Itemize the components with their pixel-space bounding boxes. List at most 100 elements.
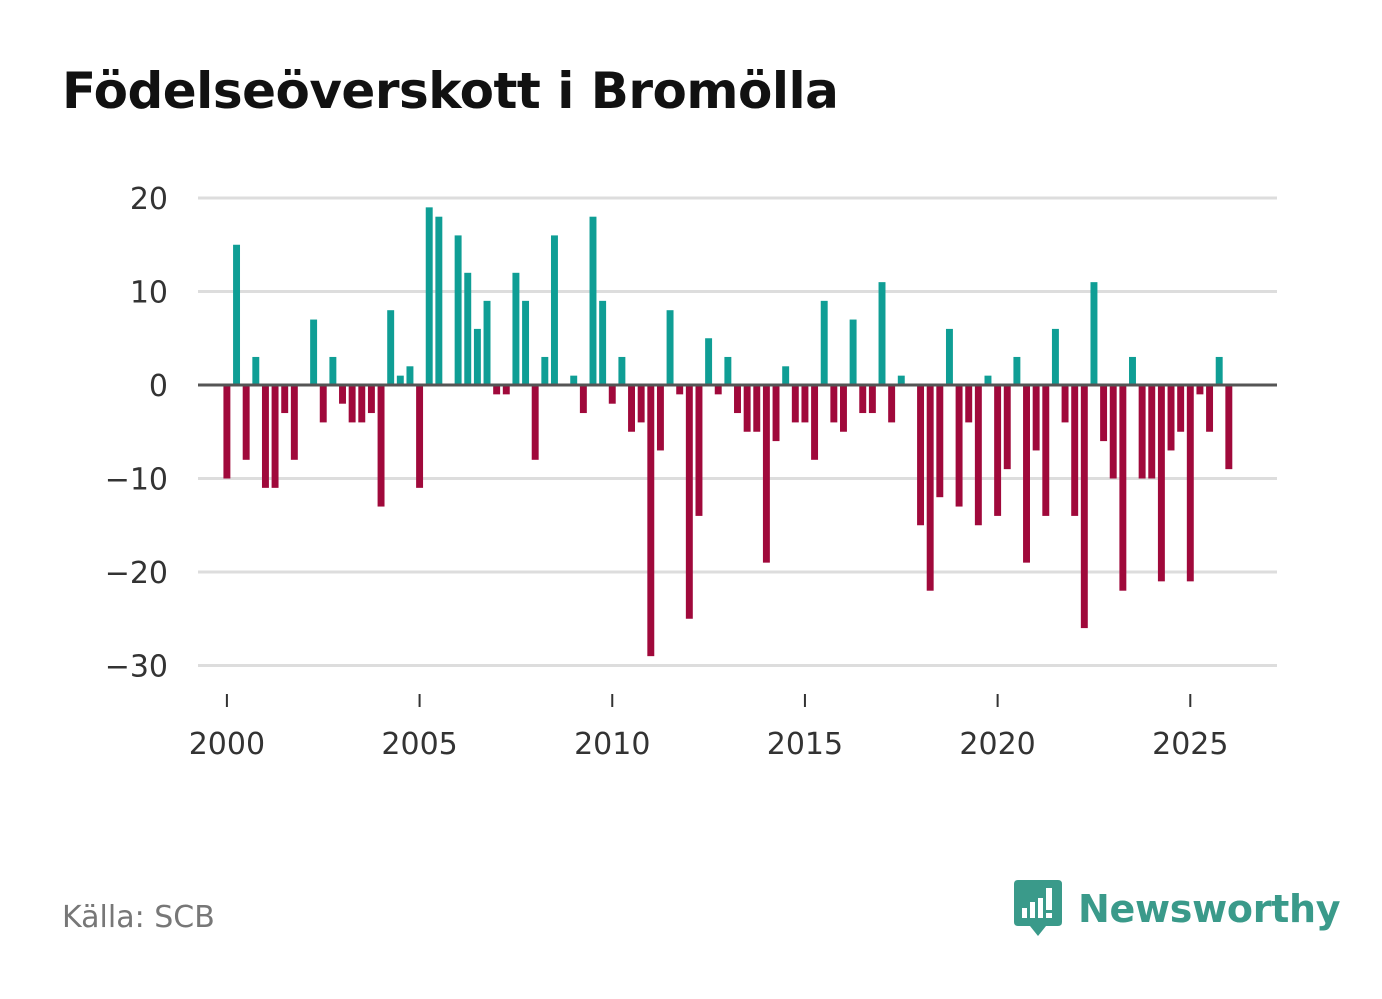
- bar: [1023, 385, 1030, 563]
- bar: [666, 310, 674, 385]
- bar: [358, 385, 366, 423]
- bar: [926, 385, 934, 591]
- bar: [734, 385, 741, 414]
- bar: [868, 385, 876, 414]
- bar: [628, 385, 635, 432]
- bar: [801, 385, 809, 423]
- bar: [502, 385, 510, 395]
- source-note: Källa: SCB: [62, 900, 215, 935]
- y-tick-label: 20: [130, 182, 168, 217]
- newsworthy-chart-bubble-icon: [1014, 880, 1062, 936]
- bar: [599, 300, 607, 385]
- bar: [319, 385, 327, 423]
- chart-title: Födelseöverskott i Bromölla: [62, 62, 839, 120]
- bar: [743, 385, 751, 432]
- bar: [878, 282, 886, 385]
- bar: [454, 235, 462, 385]
- bar: [1157, 385, 1165, 582]
- bar: [329, 356, 337, 385]
- bar: [1100, 385, 1108, 442]
- bar: [1148, 385, 1156, 479]
- bar: [367, 385, 375, 414]
- bar: [1090, 282, 1098, 385]
- bar: [1186, 385, 1194, 582]
- bar: [464, 272, 472, 385]
- y-axis: 20 10 0 −10 −20 −30: [105, 182, 168, 685]
- bar: [387, 310, 395, 385]
- bar: [897, 375, 905, 385]
- bar: [377, 385, 385, 507]
- bar: [984, 375, 992, 385]
- x-tick-label: 2010: [574, 727, 650, 762]
- bar: [676, 385, 684, 395]
- bar: [242, 385, 250, 460]
- bar: [512, 272, 520, 385]
- bar: [936, 385, 944, 498]
- bar: [637, 385, 645, 423]
- bar: [339, 385, 346, 404]
- bar: [570, 375, 578, 385]
- bar: [705, 338, 713, 385]
- bar: [1206, 385, 1214, 432]
- bar: [425, 207, 433, 385]
- bar: [290, 385, 298, 460]
- bars: [223, 207, 1233, 657]
- bar: [888, 385, 896, 423]
- bar: [406, 366, 414, 385]
- bar: [223, 385, 231, 479]
- bar: [589, 216, 597, 385]
- bar: [811, 385, 819, 460]
- bar: [233, 244, 241, 385]
- bar: [656, 385, 664, 451]
- bar: [252, 356, 260, 385]
- bar: [348, 385, 356, 423]
- bar: [685, 385, 693, 619]
- x-axis: 2000 2005 2010 2015 2020 2025: [189, 694, 1228, 762]
- bar: [965, 385, 973, 423]
- x-tick-label: 2005: [381, 727, 457, 762]
- bar: [473, 328, 481, 385]
- bar: [791, 385, 799, 423]
- bar: [695, 385, 703, 516]
- bar: [782, 366, 790, 385]
- bar: [849, 319, 857, 385]
- bar: [579, 385, 587, 414]
- bar: [541, 356, 549, 385]
- bar: [1138, 385, 1146, 479]
- bar: [618, 356, 626, 385]
- bar: [1215, 356, 1223, 385]
- bar: [522, 300, 530, 385]
- bar: [271, 385, 279, 488]
- bar: [974, 385, 982, 526]
- y-tick-label: −30: [105, 650, 168, 685]
- bar: [724, 356, 732, 385]
- bar: [945, 328, 953, 385]
- bar: [1061, 385, 1069, 423]
- bar: [1042, 385, 1050, 516]
- bar: [608, 385, 616, 404]
- y-tick-label: −10: [105, 463, 168, 498]
- bar: [1109, 385, 1117, 479]
- y-tick-label: −20: [105, 556, 168, 591]
- x-tick-label: 2015: [767, 727, 843, 762]
- brand-name: Newsworthy: [1078, 887, 1341, 931]
- bar: [1167, 385, 1175, 451]
- bar: [772, 385, 780, 442]
- bar: [762, 385, 770, 563]
- bar: [753, 385, 761, 432]
- y-tick-label: 10: [130, 276, 168, 311]
- bar: [830, 385, 838, 423]
- bar: [994, 385, 1002, 516]
- x-tick-label: 2025: [1152, 727, 1228, 762]
- bar: [416, 385, 424, 488]
- bar: [1196, 385, 1204, 395]
- bar: [820, 300, 828, 385]
- x-tick-label: 2020: [959, 727, 1035, 762]
- bar: [1080, 385, 1088, 629]
- bar: [1225, 385, 1233, 470]
- bar: [483, 300, 491, 385]
- bar: [531, 385, 539, 460]
- bar: [1177, 385, 1185, 432]
- bar: [840, 385, 847, 432]
- bar: [1051, 328, 1059, 385]
